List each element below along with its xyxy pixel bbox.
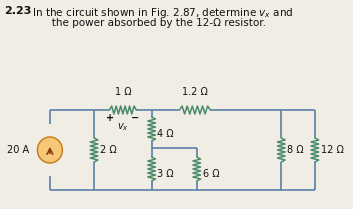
Text: 1.2 Ω: 1.2 Ω [182, 87, 208, 97]
Text: 2.23: 2.23 [4, 6, 31, 16]
Text: 3 Ω: 3 Ω [157, 169, 174, 179]
Text: −: − [131, 113, 139, 123]
Text: 4 Ω: 4 Ω [157, 129, 174, 139]
Text: 8 Ω: 8 Ω [287, 145, 304, 155]
Text: 1 Ω: 1 Ω [115, 87, 131, 97]
Text: In the circuit shown in Fig. 2.87, determine $v_x$ and: In the circuit shown in Fig. 2.87, deter… [29, 6, 293, 20]
Text: 2 Ω: 2 Ω [100, 145, 116, 155]
Text: $v_x$: $v_x$ [117, 121, 129, 133]
Text: +: + [106, 113, 114, 123]
Circle shape [37, 137, 62, 163]
Text: 20 A: 20 A [7, 145, 29, 155]
Text: 6 Ω: 6 Ω [203, 169, 219, 179]
Text: the power absorbed by the 12-Ω resistor.: the power absorbed by the 12-Ω resistor. [29, 18, 266, 28]
Text: 12 Ω: 12 Ω [321, 145, 343, 155]
